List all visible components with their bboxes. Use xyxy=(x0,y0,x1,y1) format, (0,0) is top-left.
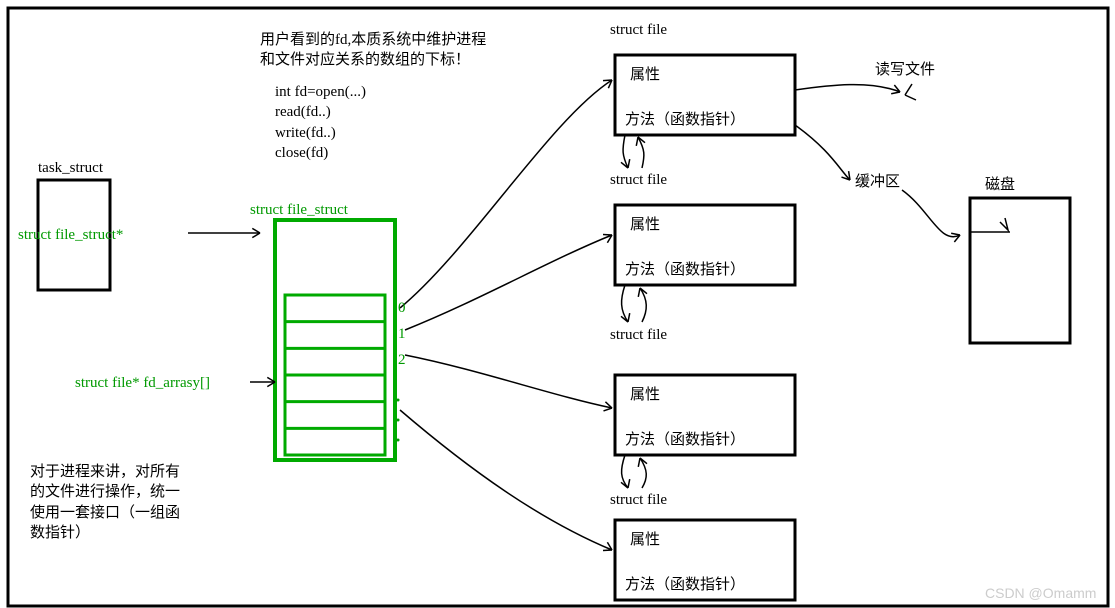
note-bottom: 对于进程来讲，对所有 的文件进行操作，统一 使用一套接口（一组函 数指针） xyxy=(30,462,180,543)
method-1: 方法（函数指针） xyxy=(625,110,745,130)
attr-4: 属性 xyxy=(630,530,660,550)
note-top: 用户看到的fd,本质系统中维护进程 和文件对应关系的数组的下标！ xyxy=(260,30,486,71)
code-block: int fd=open(...) read(fd..) write(fd..) … xyxy=(275,82,366,163)
struct-file-label-1: struct file xyxy=(610,20,667,40)
buffer-label: 缓冲区 xyxy=(855,172,900,192)
attr-1: 属性 xyxy=(630,65,660,85)
read-write-label: 读写文件 xyxy=(875,60,935,80)
task-struct-label: task_struct xyxy=(38,158,103,178)
method-2: 方法（函数指针） xyxy=(625,260,745,280)
idx-0: 0 xyxy=(398,298,406,318)
struct-file-label-3: struct file xyxy=(610,325,667,345)
attr-3: 属性 xyxy=(630,385,660,405)
struct-file-label-2: struct file xyxy=(610,170,667,190)
struct-file-label-4: struct file xyxy=(610,490,667,510)
fd-array-label: struct file* fd_arrasy[] xyxy=(75,373,210,393)
diagram-stage: task_struct struct file_struct* struct f… xyxy=(0,0,1115,608)
attr-2: 属性 xyxy=(630,215,660,235)
idx-2: 2 xyxy=(398,350,406,370)
method-3: 方法（函数指针） xyxy=(625,430,745,450)
file-struct-ptr-label: struct file_struct* xyxy=(18,225,123,245)
struct-file-struct-label: struct file_struct xyxy=(250,200,348,220)
disk-label: 磁盘 xyxy=(985,175,1015,195)
watermark: CSDN @Omamm xyxy=(985,585,1096,601)
method-4: 方法（函数指针） xyxy=(625,575,745,595)
idx-1: 1 xyxy=(398,324,406,344)
